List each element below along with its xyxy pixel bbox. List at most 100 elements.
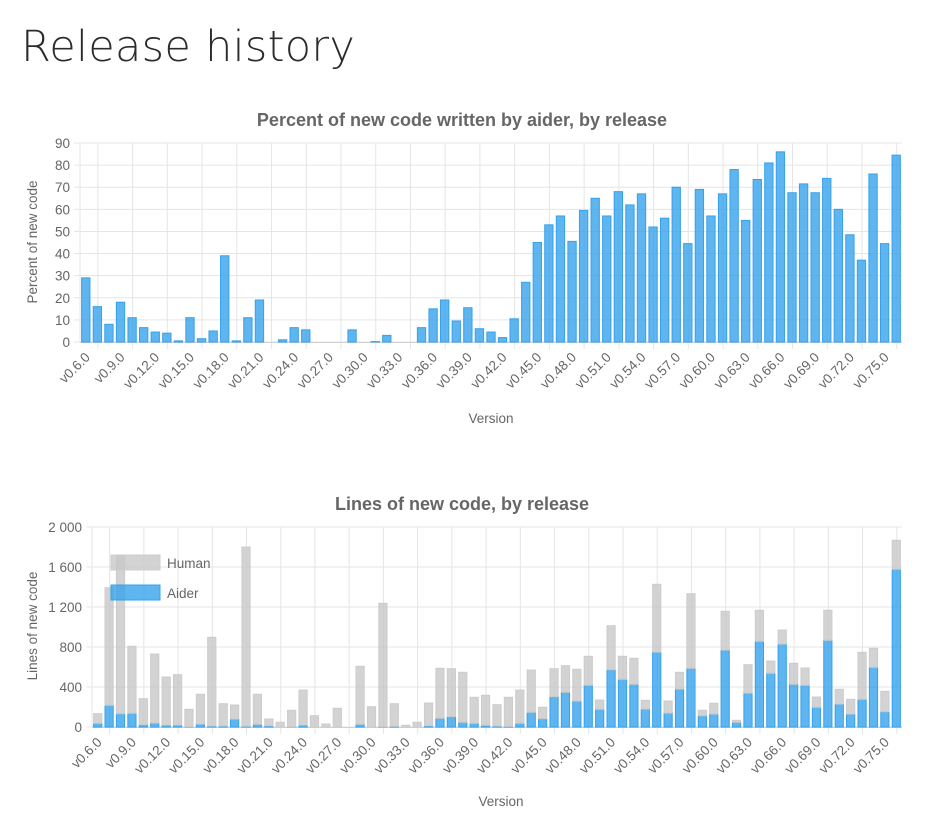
bar [382,334,392,343]
bar-aider [538,718,548,728]
bar-aider [846,713,856,728]
bar-human [868,647,879,668]
bar [578,209,589,343]
x-tick-label: v0.24.0 [268,735,310,777]
bar [463,307,473,343]
bar-aider [674,688,685,728]
bar-human [526,669,536,713]
bar-human [743,664,753,694]
bar [787,192,797,343]
bar-human [800,667,810,686]
bar-aider [150,722,160,728]
bar-human [195,693,205,725]
bar-aider [469,722,479,728]
bar-human [355,665,365,725]
bar-human [378,602,388,728]
bar-aider [652,651,662,728]
bar-human [150,653,160,724]
bar-human [595,699,605,710]
bar-aider [560,691,571,728]
x-tick-label: v0.51.0 [572,350,614,392]
bar [555,215,566,343]
bar [92,306,103,343]
bar-aider [766,672,776,728]
bar [845,234,855,343]
bar-human [275,721,285,728]
bar [891,154,901,343]
x-tick-label: v0.36.0 [405,735,447,777]
bar-aider [868,666,879,728]
bar [497,337,508,343]
bar [671,186,681,343]
x-tick-label: v0.63.0 [713,735,755,777]
bar-human [389,703,399,727]
y-tick-label: 2 000 [48,520,82,535]
bar-human [309,715,320,728]
bar-human [287,709,297,728]
bar-aider [435,717,445,728]
bar-human [549,668,559,698]
x-tick-label: v0.48.0 [542,735,584,777]
x-tick-label: v0.18.0 [190,350,232,392]
y-axis: 0 400 800 1 200 1 600 2 000 [48,520,82,735]
bar-aider [606,669,616,728]
bar [544,224,554,343]
bar-aider [640,708,650,728]
x-tick-label: v0.30.0 [337,735,379,777]
bar [162,332,172,343]
bar [196,338,207,343]
x-tick-label: v0.45.0 [503,350,545,392]
bar-human [857,651,867,700]
bar [717,193,728,343]
legend-label-human: Human [167,556,211,571]
bars [81,151,901,343]
bar-human [332,707,342,728]
bar-human [492,704,502,727]
x-tick-label: v0.21.0 [225,350,267,392]
bar [833,208,843,343]
legend-item-aider[interactable]: Aider [110,584,199,601]
percent-chart: Percent of new code written by aider, by… [25,110,902,426]
bar [115,301,126,343]
bar-human [184,708,194,728]
bar [440,299,450,343]
bar-human [777,629,787,645]
x-tick-label: v0.48.0 [537,350,579,392]
bar [301,329,311,343]
bar-human [412,721,422,728]
bar-human [629,657,639,685]
x-tick-label: v0.57.0 [645,735,687,777]
x-tick-label: v0.39.0 [439,735,481,777]
bar-aider [686,667,696,728]
bar-human [423,702,434,727]
bar-aider [595,708,605,728]
bar [231,340,241,343]
y-tick-label: 400 [59,680,82,695]
bar-human [446,668,456,718]
bar-aider [811,706,822,728]
y-tick-label: 30 [55,269,70,284]
x-tick-label: v0.72.0 [815,350,857,392]
x-axis-label: Version [478,794,523,809]
bar-aider [127,712,137,728]
bar-aider [572,700,582,728]
y-tick-label: 10 [55,313,70,328]
legend: Human Aider [110,554,211,601]
bar [509,318,519,343]
y-axis-label: Lines of new code [25,572,40,681]
y-tick-label: 80 [55,158,70,173]
bar-human [674,671,685,690]
x-tick-label: v0.66.0 [746,350,788,392]
bar-aider [731,721,742,728]
bar-human [127,645,137,714]
bar-human [218,703,228,727]
bar [521,281,531,343]
x-tick-label: v0.60.0 [679,735,721,777]
bar-human [846,698,856,715]
bar [416,327,427,343]
legend-item-human[interactable]: Human [110,554,211,571]
x-tick-label: v0.39.0 [433,350,475,392]
bar [347,329,357,343]
y-tick-label: 70 [55,180,70,195]
bar [567,240,577,343]
